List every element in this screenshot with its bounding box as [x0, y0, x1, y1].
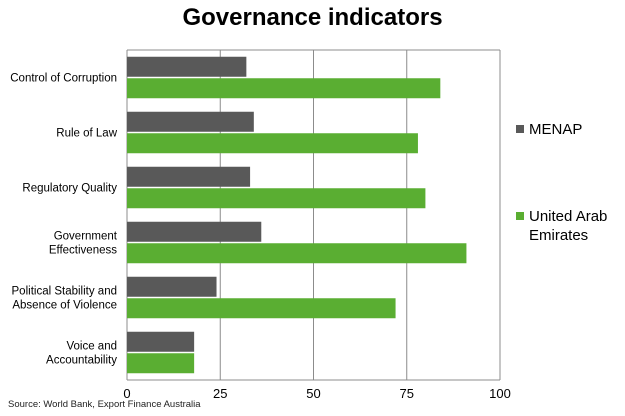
bar-menap-0	[127, 56, 247, 77]
bar-uae-2	[127, 188, 426, 209]
x-tick-label: 0	[123, 386, 130, 401]
legend-swatch	[516, 125, 524, 133]
bar-menap-5	[127, 331, 195, 352]
source-note: Source: World Bank, Export Finance Austr…	[8, 399, 201, 410]
category-label: Political Stability and Absence of Violen…	[12, 286, 117, 312]
chart-title: Governance indicators	[182, 4, 443, 31]
legend-label: MENAP	[529, 121, 583, 138]
bar-menap-2	[127, 166, 251, 187]
bar-uae-4	[127, 298, 396, 319]
bar-menap-1	[127, 111, 254, 132]
bar-uae-1	[127, 133, 418, 154]
category-label: Government Effectiveness	[49, 231, 118, 257]
category-label: Regulatory Quality	[22, 183, 117, 195]
x-tick-label: 50	[306, 386, 320, 401]
bar-uae-3	[127, 243, 467, 264]
legend-label: United Arab Emirates	[529, 208, 608, 244]
bar-menap-3	[127, 221, 262, 242]
bar-menap-4	[127, 276, 217, 297]
category-label: Rule of Law	[56, 128, 117, 140]
bar-uae-0	[127, 78, 441, 99]
category-label: Voice and Accountability	[46, 341, 117, 367]
x-tick-label: 100	[489, 386, 511, 401]
x-tick-label: 75	[400, 386, 414, 401]
x-tick-label: 25	[213, 386, 227, 401]
category-label: Control of Corruption	[10, 73, 117, 85]
legend-swatch	[516, 212, 524, 220]
bar-uae-5	[127, 353, 195, 374]
